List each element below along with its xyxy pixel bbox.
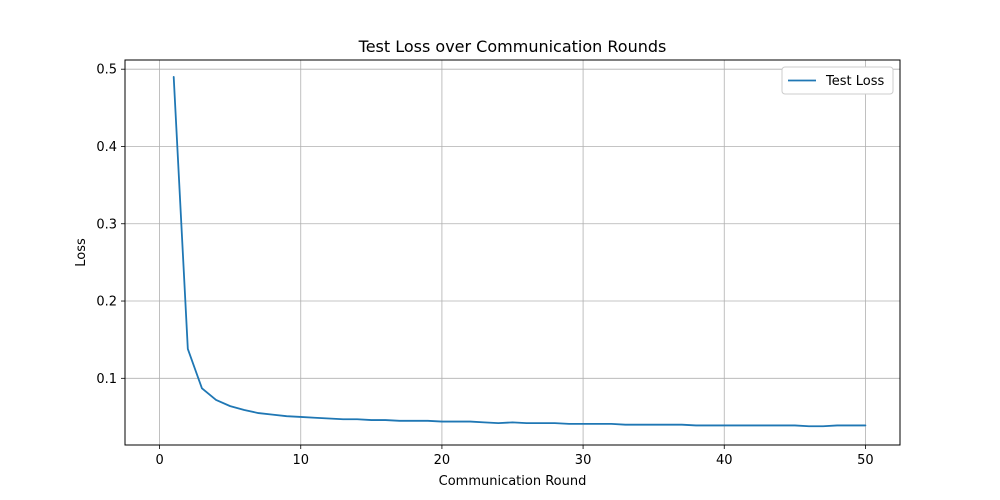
y-tick-label: 0.4 bbox=[96, 140, 117, 155]
grid bbox=[125, 60, 900, 445]
x-axis-ticks: 0 10 20 30 40 50 bbox=[155, 445, 874, 468]
legend-box bbox=[781, 66, 894, 95]
y-axis-ticks: 0.1 0.2 0.3 0.4 0.5 bbox=[96, 63, 125, 387]
y-tick-label: 0.5 bbox=[96, 63, 117, 78]
x-tick-label: 30 bbox=[575, 453, 592, 468]
y-tick-label: 0.1 bbox=[96, 372, 117, 387]
x-tick-label: 20 bbox=[434, 453, 451, 468]
x-tick-label: 50 bbox=[857, 453, 874, 468]
chart-title: Test Loss over Communication Rounds bbox=[358, 37, 667, 56]
x-axis-title: Communication Round bbox=[439, 474, 587, 489]
plot-frame bbox=[124, 59, 901, 446]
y-tick-label: 0.3 bbox=[96, 217, 117, 232]
x-tick-label: 10 bbox=[292, 453, 309, 468]
y-tick-label: 0.2 bbox=[96, 295, 117, 310]
x-tick-label: 40 bbox=[716, 453, 733, 468]
series-layer bbox=[172, 76, 867, 428]
x-tick-label: 0 bbox=[155, 453, 163, 468]
series-line-test-loss bbox=[172, 76, 867, 428]
legend: Test Loss bbox=[781, 66, 894, 95]
y-axis-title: Loss bbox=[74, 238, 89, 267]
legend-label-test-loss: Test Loss bbox=[825, 74, 884, 89]
